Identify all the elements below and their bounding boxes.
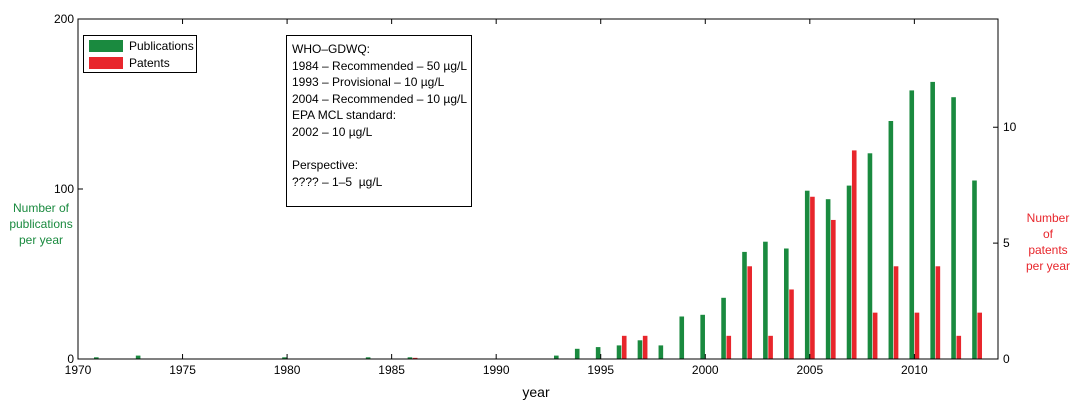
patents-bar bbox=[747, 266, 752, 359]
y-axis-right-label-line: patents bbox=[1028, 243, 1068, 257]
publications-bar bbox=[282, 357, 287, 359]
annotation-line bbox=[292, 141, 467, 158]
publications-bar bbox=[135, 355, 141, 359]
patents-bar bbox=[956, 335, 962, 359]
publications-bar bbox=[972, 180, 977, 359]
patents-bar bbox=[810, 196, 815, 359]
annotation-line: ???? – 1–5 µg/L bbox=[292, 174, 383, 189]
publications-bar bbox=[679, 316, 685, 359]
publications-bar bbox=[846, 185, 852, 359]
y-right-tick-label: 0 bbox=[1003, 352, 1010, 366]
annotation-line: Perspective: bbox=[292, 158, 359, 173]
publications-bar bbox=[365, 357, 371, 359]
annotation-box: WHO–GDWQ: 1984 – Recommended – 50 µg/L 1… bbox=[286, 35, 472, 207]
x-tick-label: 1985 bbox=[378, 363, 405, 377]
publications-bar bbox=[616, 345, 622, 359]
x-tick-label: 1975 bbox=[169, 363, 196, 377]
patents-bar bbox=[412, 357, 418, 359]
publications-bar bbox=[554, 355, 559, 359]
y-axis-left-label-line: publications bbox=[9, 217, 73, 231]
x-tick-label: 1990 bbox=[483, 363, 510, 377]
x-tick-label: 1995 bbox=[587, 363, 614, 377]
publications-bar bbox=[658, 345, 664, 359]
patents-bar bbox=[726, 335, 732, 359]
legend-label-patents: Patents bbox=[129, 56, 170, 70]
publications-bar bbox=[784, 248, 789, 359]
publications-bar bbox=[721, 297, 726, 359]
patents-bar bbox=[621, 335, 627, 359]
legend-entry-publications: Publications bbox=[89, 38, 197, 54]
y-axis-right-label-line: of bbox=[1042, 227, 1053, 241]
y-axis-left-label-line: per year bbox=[18, 233, 64, 247]
patents-bar bbox=[851, 150, 857, 359]
y-axis-left-label: Number of publications per year bbox=[0, 200, 82, 248]
publications-bar bbox=[595, 347, 601, 359]
legend-swatch-patents bbox=[89, 57, 123, 69]
y-axis-right-label: Number of patents per year bbox=[1024, 210, 1072, 274]
annotation-line: 1993 – Provisional – 10 µg/L bbox=[292, 75, 445, 90]
annotation-line: 2002 – 10 µg/L bbox=[292, 124, 373, 139]
publications-bar bbox=[951, 97, 956, 359]
patents-bar bbox=[977, 312, 982, 359]
publications-bar bbox=[825, 199, 831, 359]
x-tick-label: 1970 bbox=[65, 363, 92, 377]
x-tick-label: 2010 bbox=[901, 363, 928, 377]
plot-frame bbox=[77, 18, 999, 360]
publications-bar bbox=[407, 357, 413, 359]
legend-swatch-publications bbox=[89, 40, 123, 52]
patents-bar bbox=[872, 312, 878, 359]
publications-bar bbox=[742, 251, 747, 359]
patents-bar bbox=[831, 219, 836, 359]
annotation-line: 1984 – Recommended – 50 µg/L bbox=[292, 58, 468, 73]
patents-bar bbox=[789, 289, 794, 359]
x-tick-label: 2005 bbox=[796, 363, 823, 377]
x-axis-label: year bbox=[522, 384, 550, 400]
x-tick-label: 2000 bbox=[692, 363, 719, 377]
legend: Publications Patents bbox=[83, 35, 197, 73]
annotation-line: EPA MCL standard: bbox=[292, 108, 397, 123]
y-axis-left-label-line: Number of bbox=[12, 201, 70, 215]
y-left-tick-label: 200 bbox=[54, 12, 74, 26]
publications-bar bbox=[700, 314, 705, 359]
legend-label-publications: Publications bbox=[129, 39, 194, 53]
publications-bar bbox=[94, 357, 99, 359]
legend-entry-patents: Patents bbox=[89, 55, 197, 71]
y-left-tick-label: 100 bbox=[54, 182, 74, 196]
publications-bar bbox=[867, 153, 873, 359]
patents-bar bbox=[642, 335, 648, 359]
y-axis-right-label-line: per year bbox=[1025, 259, 1071, 273]
patents-bar bbox=[935, 266, 941, 359]
publications-bar bbox=[888, 121, 894, 359]
publications-bar bbox=[804, 190, 810, 359]
patents-bar bbox=[893, 266, 899, 359]
x-tick-label: 1980 bbox=[274, 363, 301, 377]
publications-bar bbox=[909, 90, 915, 360]
y-right-tick-label: 10 bbox=[1003, 120, 1017, 134]
publications-bar bbox=[637, 340, 643, 359]
publications-bar bbox=[930, 81, 935, 360]
patents-bar bbox=[768, 335, 773, 359]
y-axis-right-label-line: Number bbox=[1026, 211, 1070, 225]
y-left-tick-label: 0 bbox=[67, 352, 74, 366]
publications-bar bbox=[574, 348, 580, 359]
y-right-tick-label: 5 bbox=[1003, 236, 1010, 250]
annotation-line: WHO–GDWQ: bbox=[292, 42, 370, 56]
annotation-line: 2004 – Recommended – 10 µg/L bbox=[292, 91, 468, 106]
patents-bar bbox=[914, 312, 920, 359]
publications-bar bbox=[763, 241, 768, 359]
